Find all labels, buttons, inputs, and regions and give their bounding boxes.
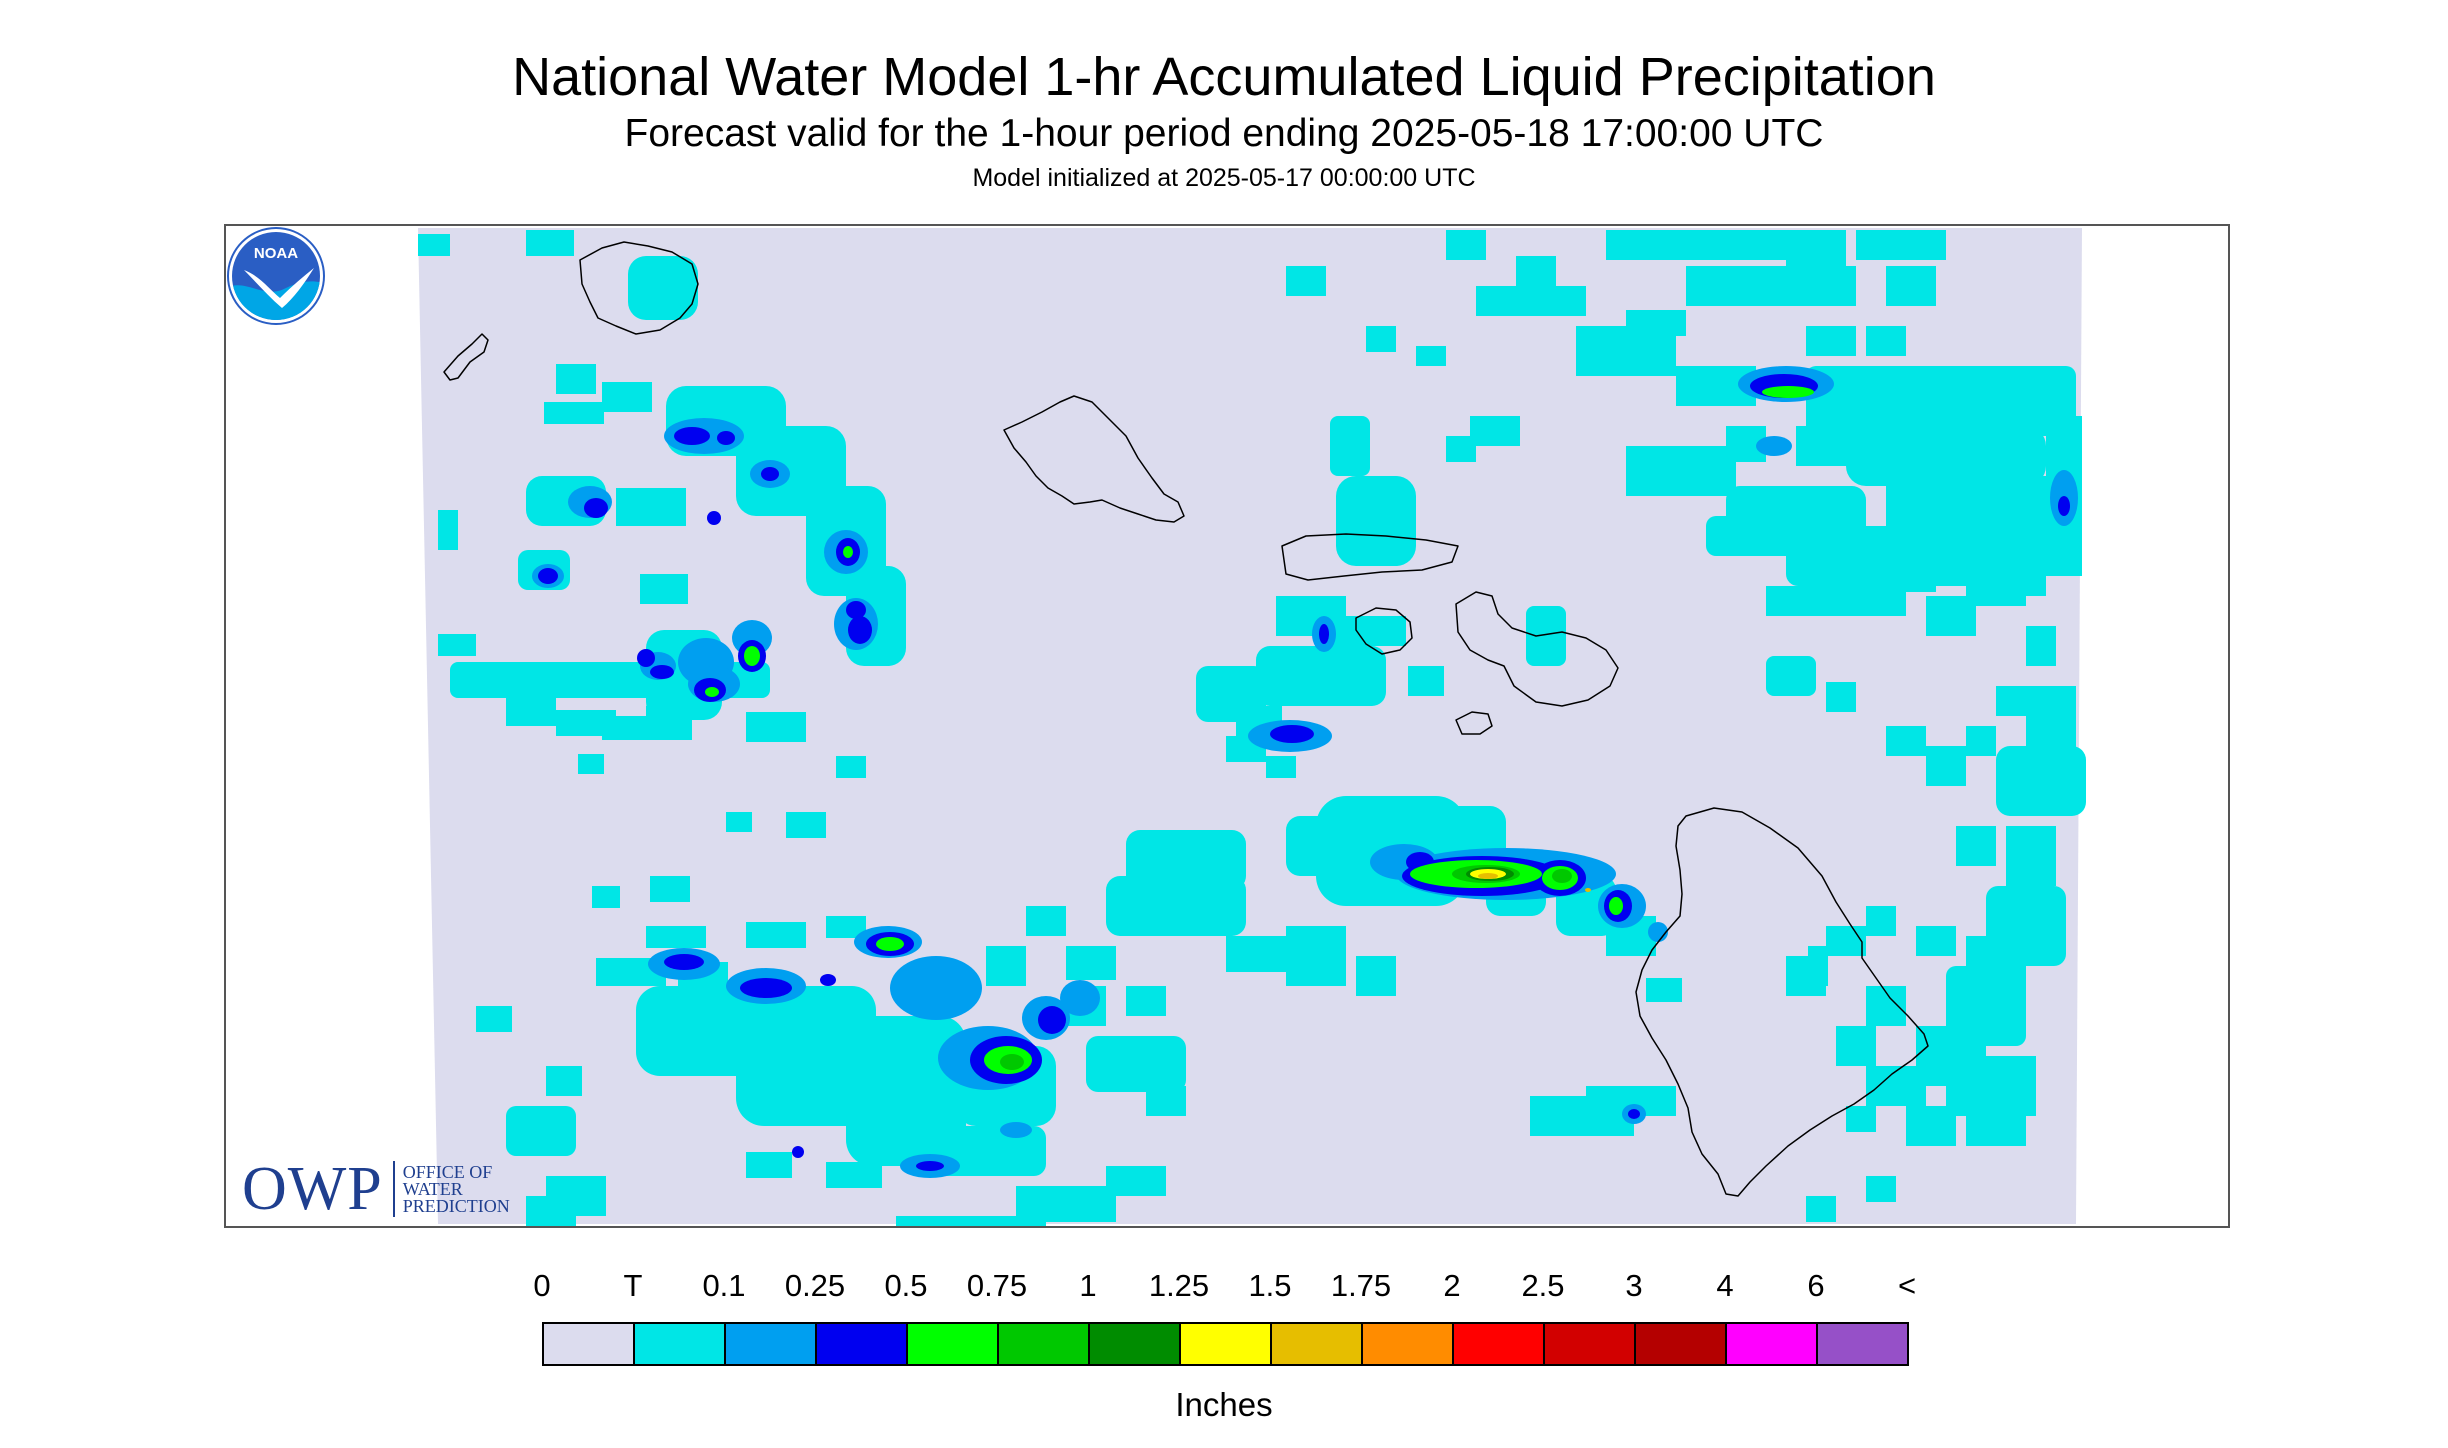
owp-logo: OWP OFFICE OF WATER PREDICTION xyxy=(242,1156,510,1222)
legend-color-box xyxy=(1090,1324,1181,1364)
precipitation-map xyxy=(418,228,2086,1226)
legend-label: 0.25 xyxy=(784,1268,846,1303)
coastline-molokai xyxy=(1281,533,1459,581)
map-subtitle: Forecast valid for the 1-hour period end… xyxy=(624,112,1824,155)
coastline-hawaii xyxy=(1635,807,1929,1197)
legend-label: 3 xyxy=(1625,1268,1643,1303)
noaa-bird-icon xyxy=(244,268,314,308)
map-title: National Water Model 1-hr Accumulated Li… xyxy=(512,47,1936,107)
legend-label: 0.75 xyxy=(966,1268,1028,1303)
legend-labels: 0 T 0.1 0.25 0.5 0.75 1 1.25 1.5 1.75 2 … xyxy=(0,1268,2448,1308)
legend-label: 1 xyxy=(1079,1268,1097,1303)
legend-color-box xyxy=(1727,1324,1818,1364)
legend-color-box xyxy=(817,1324,908,1364)
model-init-text: Model initialized at 2025-05-17 00:00:00… xyxy=(972,164,1476,192)
legend-color-box xyxy=(544,1324,635,1364)
legend-label: < xyxy=(1897,1268,1917,1303)
legend-color-box xyxy=(1636,1324,1727,1364)
legend-color-box xyxy=(1818,1324,1907,1364)
legend-color-box xyxy=(999,1324,1090,1364)
legend-label: 0.1 xyxy=(702,1268,746,1303)
legend-color-box xyxy=(1454,1324,1545,1364)
noaa-logo-text: NOAA xyxy=(254,245,298,262)
legend-color-box xyxy=(635,1324,726,1364)
legend-label: 1.5 xyxy=(1248,1268,1292,1303)
legend-label: 0.5 xyxy=(884,1268,928,1303)
legend-label: T xyxy=(623,1268,643,1303)
legend-label: 1.25 xyxy=(1148,1268,1210,1303)
legend-label: 0 xyxy=(533,1268,551,1303)
legend-color-box xyxy=(1272,1324,1363,1364)
owp-word-line: PREDICTION xyxy=(402,1195,510,1216)
coastline-kahoolawe xyxy=(1455,711,1493,735)
coastline-maui xyxy=(1455,591,1619,707)
precip-1.5-areas xyxy=(1478,873,1591,892)
legend-color-bar xyxy=(542,1322,1909,1366)
owp-logo-letters: OWP xyxy=(242,1155,383,1223)
legend-label: 6 xyxy=(1807,1268,1825,1303)
legend-label: 2 xyxy=(1443,1268,1461,1303)
coastline-lanai xyxy=(1355,607,1413,655)
coastline-niihau xyxy=(443,333,489,381)
legend-color-box xyxy=(1363,1324,1454,1364)
legend-label: 2.5 xyxy=(1521,1268,1565,1303)
legend-units-label: Inches xyxy=(1175,1386,1273,1423)
legend-color-box xyxy=(726,1324,817,1364)
coastline-kauai xyxy=(579,241,699,335)
legend-label: 1.75 xyxy=(1330,1268,1392,1303)
legend-color-box xyxy=(1545,1324,1636,1364)
owp-logo-divider xyxy=(392,1161,395,1217)
legend-color-box xyxy=(1181,1324,1272,1364)
legend-label: 4 xyxy=(1716,1268,1734,1303)
legend-color-box xyxy=(908,1324,999,1364)
owp-word-line: WATER xyxy=(402,1178,463,1199)
coastlines xyxy=(443,241,1929,1197)
owp-logo-words: OFFICE OF WATER PREDICTION xyxy=(402,1161,510,1216)
coastline-oahu xyxy=(1003,395,1185,523)
owp-word-line: OFFICE OF xyxy=(402,1161,493,1182)
noaa-logo: NOAA xyxy=(227,227,325,325)
map-frame: OWP OFFICE OF WATER PREDICTION NOAA xyxy=(224,224,2230,1228)
